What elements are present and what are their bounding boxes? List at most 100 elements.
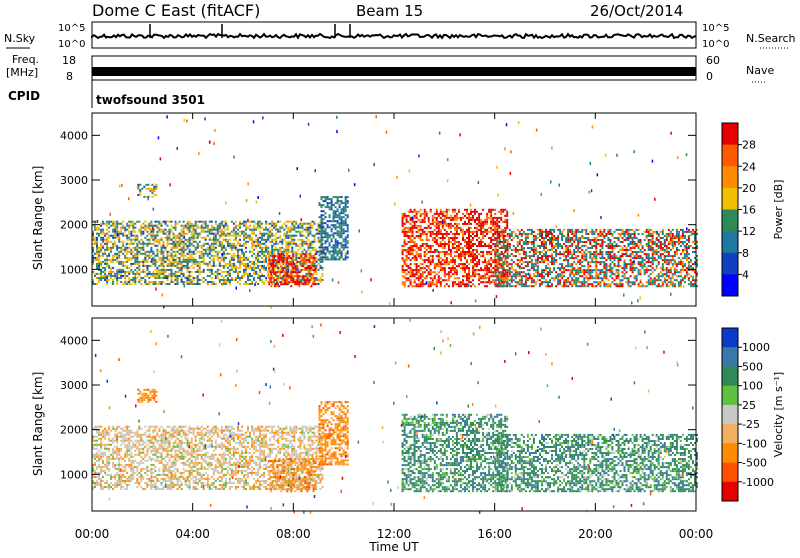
echo-cell xyxy=(321,234,323,236)
echo-cell xyxy=(96,257,98,259)
echo-cell xyxy=(183,225,185,227)
echo-cell xyxy=(108,247,110,249)
echo-cell xyxy=(278,257,280,259)
echo-cell xyxy=(523,233,525,235)
echo-cell xyxy=(535,253,537,255)
echo-cell xyxy=(114,277,116,279)
echo-cell xyxy=(197,281,199,283)
echo-cell xyxy=(309,245,311,247)
echo-cell xyxy=(201,221,203,223)
echo-cell xyxy=(422,229,424,231)
echo-cell xyxy=(503,261,505,263)
echo-cell xyxy=(410,259,412,261)
echo-cell xyxy=(501,267,503,269)
echo-cell xyxy=(286,277,288,279)
echo-cell xyxy=(603,273,605,275)
echo-cell xyxy=(464,253,466,255)
echo-cell xyxy=(96,227,98,229)
echo-cell xyxy=(462,281,464,283)
echo-cell xyxy=(571,269,573,271)
echo-cell xyxy=(444,261,446,263)
echo-cell xyxy=(331,200,333,202)
echo-cell xyxy=(581,281,583,283)
echo-cell xyxy=(257,237,259,239)
echo-cell xyxy=(404,245,406,247)
echo-cell xyxy=(179,243,181,245)
echo-cell xyxy=(191,257,193,259)
echo-cell xyxy=(207,275,209,277)
echo-cell xyxy=(434,237,436,239)
echo-cell xyxy=(213,241,215,243)
echo-cell xyxy=(470,241,472,243)
echo-cell xyxy=(209,249,211,251)
echo-cell xyxy=(503,279,505,281)
echo-cell xyxy=(432,245,434,247)
echo-cell xyxy=(156,241,158,243)
echo-cell xyxy=(257,257,259,259)
echo-cell xyxy=(442,219,444,221)
echo-cell xyxy=(620,265,622,267)
echo-cell xyxy=(446,209,448,211)
echo-cell xyxy=(295,269,297,271)
echo-cell xyxy=(154,277,156,279)
echo-cell xyxy=(458,283,460,285)
echo-cell xyxy=(545,229,547,231)
echo-cell xyxy=(601,279,603,281)
echo-cell xyxy=(146,227,148,229)
echo-cell xyxy=(464,271,466,273)
echo-cell xyxy=(293,229,295,231)
echo-cell xyxy=(144,275,146,277)
echo-cell xyxy=(329,258,331,260)
echo-cell xyxy=(239,259,241,261)
echo-cell xyxy=(618,271,620,273)
echo-cell xyxy=(167,235,169,237)
echo-cell xyxy=(503,283,505,285)
echo-cell xyxy=(480,243,482,245)
echo-cell xyxy=(599,283,601,285)
echo-cell xyxy=(511,249,513,251)
echo-cell xyxy=(100,233,102,235)
echo-cell xyxy=(507,243,509,245)
echo-cell xyxy=(577,247,579,249)
echo-cell xyxy=(541,277,543,279)
echo-cell xyxy=(482,261,484,263)
echo-cell xyxy=(609,239,611,241)
echo-cell xyxy=(434,265,436,267)
echo-cell xyxy=(221,271,223,273)
echo-cell xyxy=(144,229,146,231)
echo-cell xyxy=(466,277,468,279)
echo-cell xyxy=(438,251,440,253)
echo-cell xyxy=(573,283,575,285)
echo-cell xyxy=(283,233,285,235)
echo-cell xyxy=(430,271,432,273)
echo-cell xyxy=(513,285,515,287)
echo-cell xyxy=(515,251,517,253)
echo-cell xyxy=(325,196,327,198)
echo-cell xyxy=(470,243,472,245)
echo-cell xyxy=(607,233,609,235)
echo-cell xyxy=(450,261,452,263)
echo-cell xyxy=(464,265,466,267)
echo-cell xyxy=(444,259,446,261)
echo-cell xyxy=(511,281,513,283)
echo-cell xyxy=(96,229,98,231)
echo-cell xyxy=(106,233,108,235)
echo-cell xyxy=(179,239,181,241)
echo-cell xyxy=(179,253,181,255)
echo-cell xyxy=(140,253,142,255)
echo-cell xyxy=(305,251,307,253)
echo-cell xyxy=(341,202,343,204)
echo-cell xyxy=(205,279,207,281)
echo-cell xyxy=(529,261,531,263)
echo-cell xyxy=(152,237,154,239)
echo-cell xyxy=(468,235,470,237)
echo-cell xyxy=(404,261,406,263)
echo-cell xyxy=(339,242,341,244)
echo-cell xyxy=(268,269,270,271)
echo-cell xyxy=(458,257,460,259)
echo-cell xyxy=(154,273,156,275)
echo-cell xyxy=(472,233,474,235)
echo-cell xyxy=(118,247,120,249)
echo-cell xyxy=(221,275,223,277)
echo-cell xyxy=(436,263,438,265)
